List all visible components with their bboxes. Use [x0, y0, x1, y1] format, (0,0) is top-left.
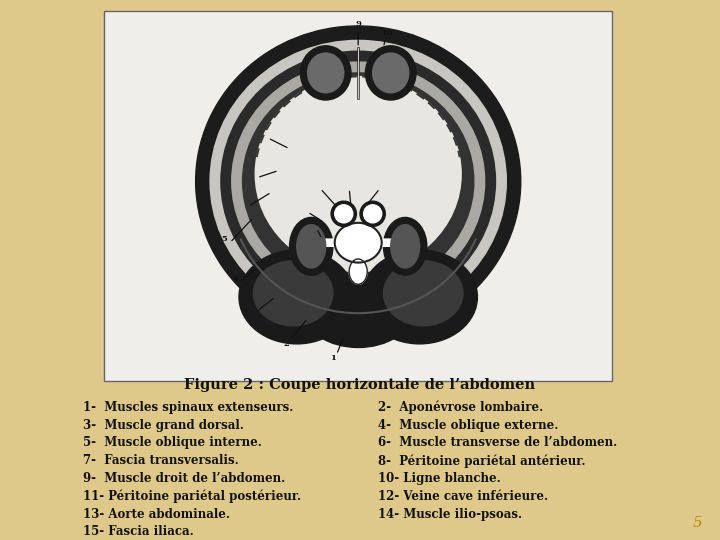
- Ellipse shape: [384, 218, 427, 275]
- Ellipse shape: [239, 250, 354, 344]
- Text: 2: 2: [283, 340, 289, 348]
- Circle shape: [360, 201, 385, 226]
- FancyArrow shape: [380, 239, 402, 246]
- Text: 1: 1: [330, 354, 336, 362]
- Text: 13- Aorte abdominale.: 13- Aorte abdominale.: [83, 508, 230, 521]
- Text: 3-  Muscle grand dorsal.: 3- Muscle grand dorsal.: [83, 418, 243, 431]
- Text: 6: 6: [240, 199, 246, 207]
- Text: 11: 11: [374, 177, 386, 185]
- Ellipse shape: [221, 51, 495, 312]
- Text: 12- Veine cave inférieure.: 12- Veine cave inférieure.: [378, 490, 548, 503]
- Text: 7-  Fascia transversalis.: 7- Fascia transversalis.: [83, 454, 238, 467]
- Text: 11- Péritoine pariétal postérieur.: 11- Péritoine pariétal postérieur.: [83, 490, 301, 503]
- Text: 12: 12: [341, 177, 354, 185]
- Ellipse shape: [243, 73, 474, 289]
- Text: 14- Muscle ilio-psoas.: 14- Muscle ilio-psoas.: [378, 508, 522, 521]
- Text: 1-  Muscles spinaux extenseurs.: 1- Muscles spinaux extenseurs.: [83, 401, 293, 414]
- Circle shape: [331, 201, 356, 226]
- Text: 3: 3: [251, 311, 256, 319]
- Ellipse shape: [349, 259, 367, 284]
- Text: 10: 10: [382, 29, 393, 37]
- Ellipse shape: [391, 225, 420, 268]
- Text: 8-  Péritoine pariétal antérieur.: 8- Péritoine pariétal antérieur.: [378, 454, 585, 468]
- Ellipse shape: [253, 261, 333, 326]
- Ellipse shape: [335, 223, 382, 262]
- Text: 6-  Muscle transverse de l’abdomen.: 6- Muscle transverse de l’abdomen.: [378, 436, 617, 449]
- Circle shape: [364, 205, 382, 223]
- Text: 14: 14: [298, 202, 310, 211]
- Ellipse shape: [384, 261, 463, 326]
- FancyBboxPatch shape: [104, 11, 612, 381]
- Text: 13: 13: [309, 177, 320, 185]
- Text: 5: 5: [692, 516, 702, 530]
- Text: 9: 9: [355, 20, 361, 28]
- Ellipse shape: [210, 40, 506, 322]
- Ellipse shape: [307, 53, 343, 93]
- Text: 5: 5: [222, 235, 228, 243]
- Text: 15: 15: [309, 228, 320, 236]
- Ellipse shape: [196, 26, 521, 336]
- Ellipse shape: [373, 53, 409, 93]
- Circle shape: [335, 205, 353, 223]
- Ellipse shape: [232, 62, 485, 301]
- Text: 2-  Aponévrose lombaire.: 2- Aponévrose lombaire.: [378, 401, 544, 414]
- Text: 7: 7: [251, 170, 256, 178]
- Ellipse shape: [304, 275, 413, 347]
- Text: 4: 4: [233, 275, 238, 283]
- Text: 15- Fascia iliaca.: 15- Fascia iliaca.: [83, 525, 194, 538]
- FancyArrow shape: [315, 239, 336, 246]
- Ellipse shape: [256, 77, 461, 272]
- Text: 9-  Muscle droit de l’abdomen.: 9- Muscle droit de l’abdomen.: [83, 472, 285, 485]
- Text: 5-  Muscle oblique interne.: 5- Muscle oblique interne.: [83, 436, 261, 449]
- Ellipse shape: [300, 46, 351, 100]
- Text: Figure 2 : Coupe horizontale de l’abdomen: Figure 2 : Coupe horizontale de l’abdome…: [184, 377, 536, 392]
- Text: 4-  Muscle oblique externe.: 4- Muscle oblique externe.: [378, 418, 559, 431]
- Text: 8: 8: [261, 130, 267, 138]
- Ellipse shape: [366, 46, 416, 100]
- Ellipse shape: [362, 250, 477, 344]
- Ellipse shape: [297, 225, 325, 268]
- Text: 10- Ligne blanche.: 10- Ligne blanche.: [378, 472, 500, 485]
- Ellipse shape: [289, 218, 333, 275]
